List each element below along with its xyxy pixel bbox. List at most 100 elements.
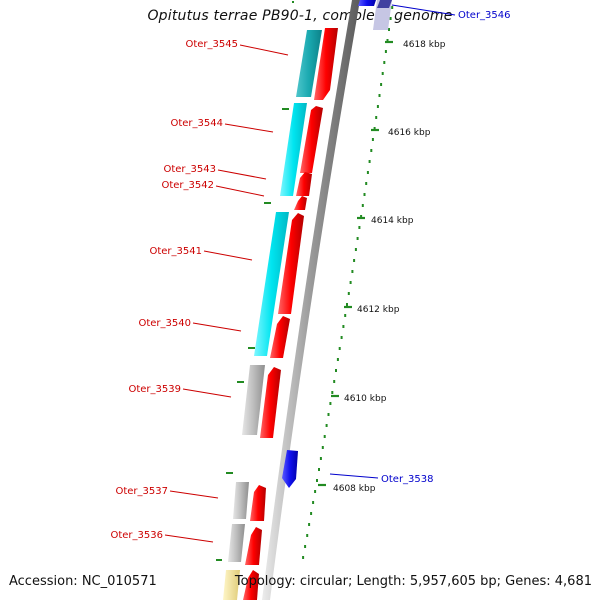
connector-oter-3541 [203,250,253,261]
ruler-label: 4610 kbp [344,394,387,404]
connector-oter-3546 [391,4,456,16]
ruler-track [302,6,394,559]
connector-oter-3537 [169,490,219,499]
ruler-dot [336,358,339,361]
gene-label-oter-3543[interactable]: Oter_3543 [163,164,216,175]
connector-oter-3536 [164,534,214,543]
gene-label-oter-3540[interactable]: Oter_3540 [138,318,191,329]
ruler-dot [380,83,383,86]
gene-arrow-oter-3546[interactable] [358,0,376,6]
gene-arrow-oter-3536[interactable] [245,527,262,565]
gene-arrow-oter-3541[interactable] [278,213,304,314]
gene-label-oter-3536[interactable]: Oter_3536 [110,530,163,541]
ruler-dot [361,204,364,207]
ruler-dot [358,226,361,229]
blue-features [282,0,392,488]
gene-arrow-oter-3544[interactable] [300,106,323,173]
gene-label-oter-3545[interactable]: Oter_3545 [185,39,238,50]
ruler-dot [378,94,381,97]
ruler-label: 4612 kbp [357,305,400,315]
gene-arrow-oter-3540[interactable] [270,316,290,358]
connector-oter-3538 [329,473,379,479]
ruler-dot [333,380,336,383]
gene-label-oter-3546[interactable]: Oter_3546 [458,10,511,21]
ruler-dot [312,501,315,504]
feature-block-grey[interactable] [242,365,265,435]
gene-arrow-oter-3543[interactable] [296,172,312,196]
feature-block-cyan[interactable] [280,103,307,196]
ruler-dot [310,512,313,515]
ruler-label: 4608 kbp [333,484,376,494]
ruler-label: 4614 kbp [371,216,414,226]
connector-oter-3545 [239,44,289,56]
ruler-dot [381,72,384,75]
gene-label-oter-3541[interactable]: Oter_3541 [149,246,202,257]
ruler-dot [365,182,368,185]
gene-label-oter-3539[interactable]: Oter_3539 [128,384,181,395]
feature-block-teal[interactable] [296,30,322,97]
ruler-dot [308,523,311,526]
ruler-dot [331,391,334,394]
ruler-dot [346,303,348,306]
accession-text: Accession: NC_010571 [9,574,157,589]
gene-arrow-oter-3545[interactable] [314,28,338,100]
gene-arrow-oter-3542[interactable] [294,196,307,210]
ruler-dot [306,534,309,537]
ruler-dot [354,248,357,251]
ruler-dot [356,237,359,240]
ruler-dot [388,28,390,31]
gene-label-oter-3538[interactable]: Oter_3538 [381,474,434,485]
feature-block-yellow[interactable] [223,570,240,600]
ruler-dot [318,468,320,471]
ruler-dot [351,270,354,273]
feature-block-cyan[interactable] [254,212,289,356]
ruler-dot [340,336,343,339]
ruler-dot [304,545,307,548]
ruler-ticks: 4618 kbp 4616 kbp 4614 kbp 4612 kbp 4610… [318,40,446,494]
ruler-dot [366,171,369,174]
gene-arrow-oter-3538[interactable] [282,450,298,488]
ruler-dot [349,281,352,284]
feature-blocks [223,30,322,600]
ruler-dot [319,457,322,460]
feature-block-grey[interactable] [228,524,245,562]
ruler-dot [353,259,356,262]
connector-oter-3544 [224,123,274,133]
ruler-dot [316,479,318,482]
ruler-dot [342,325,345,328]
gene-label-oter-3542[interactable]: Oter_3542 [161,180,214,191]
ruler-dot [363,193,366,196]
connector-oter-3540 [192,322,242,332]
gene-arrow-oter-3539[interactable] [260,367,281,438]
gene-arrows [243,28,338,600]
gene-arrow-oter-3537[interactable] [250,485,266,521]
connector-oter-3543 [217,169,267,180]
ruler-dot [335,369,337,372]
ruler-dot [360,215,363,218]
ruler-dot [325,424,328,427]
ruler-label: 4616 kbp [388,128,431,138]
connector-oter-3542 [215,185,265,197]
ruler-dot [389,17,392,20]
genome-backbone [262,0,360,600]
ruler-dot [383,61,386,64]
ruler-dot [344,314,347,317]
ruler-label: 4618 kbp [403,40,446,50]
ruler-dot [302,556,305,559]
ruler-dot [373,127,376,130]
gene-labels: Oter_3546 Oter_3545 Oter_3544 Oter_3543 … [110,10,510,541]
ruler-dot [370,149,373,152]
feature-block-grey[interactable] [233,482,249,519]
gene-label-oter-3544[interactable]: Oter_3544 [170,118,223,129]
ruler-dot [391,6,394,9]
ruler-dot [376,105,379,108]
gene-label-oter-3537[interactable]: Oter_3537 [115,486,168,497]
gene-arrow[interactable] [243,570,259,600]
ruler-dot [347,292,350,295]
gene-arrow[interactable] [377,0,392,8]
ruler-dot [314,490,317,493]
ruler-dot [338,347,341,350]
ruler-dot [384,50,387,53]
